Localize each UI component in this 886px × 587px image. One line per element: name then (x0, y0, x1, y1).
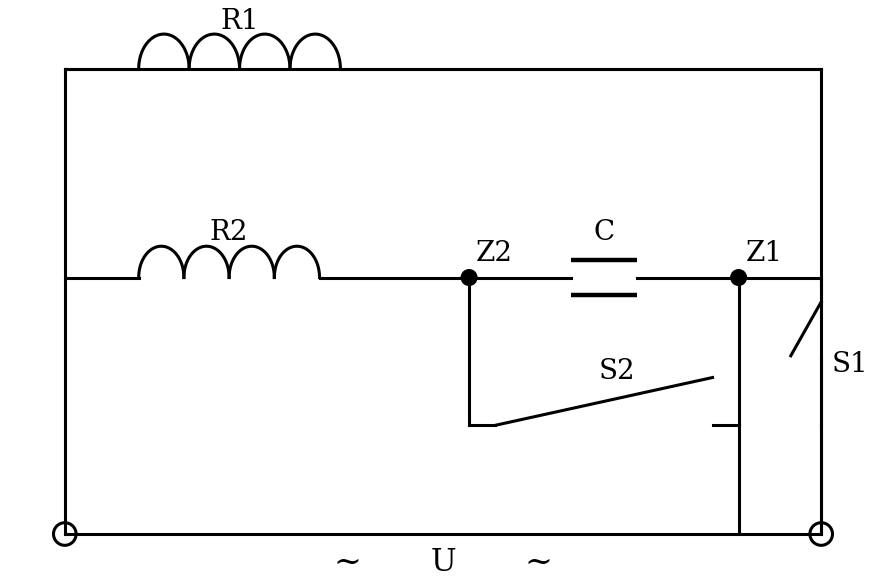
Text: R1: R1 (221, 8, 259, 35)
Text: C: C (594, 219, 614, 246)
Text: ~: ~ (333, 546, 361, 579)
Circle shape (731, 269, 746, 285)
Text: U: U (431, 547, 455, 578)
Text: Z2: Z2 (476, 239, 513, 266)
Text: S1: S1 (832, 351, 868, 378)
Text: ~: ~ (525, 546, 553, 579)
Text: Z1: Z1 (745, 239, 782, 266)
Text: S2: S2 (599, 358, 635, 385)
Text: R2: R2 (210, 219, 248, 246)
Circle shape (462, 269, 477, 285)
